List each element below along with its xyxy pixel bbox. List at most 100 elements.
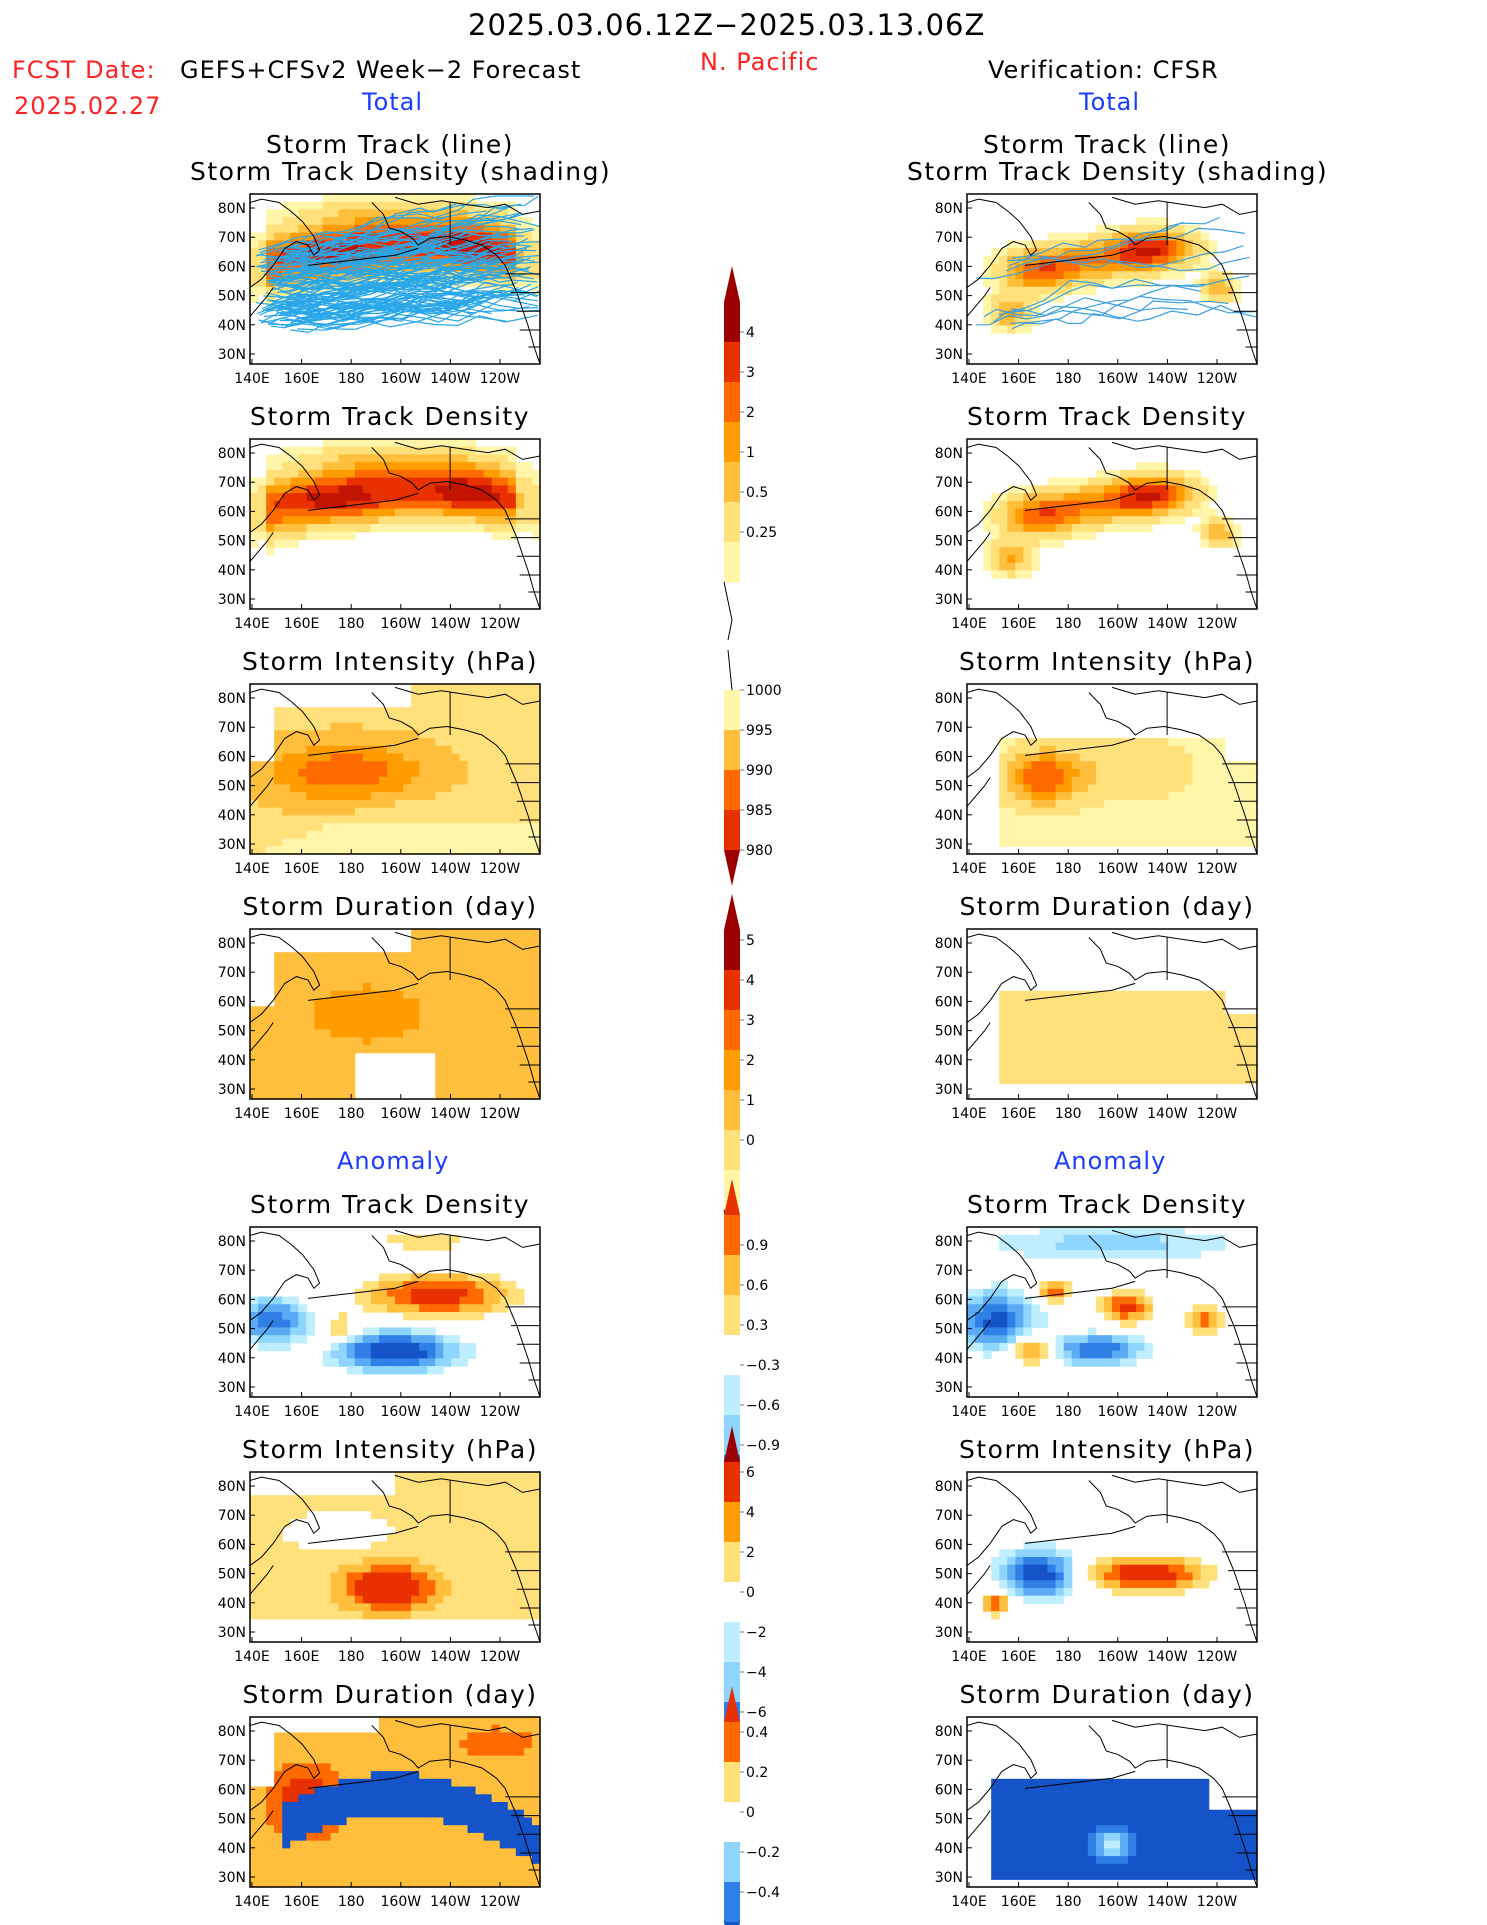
map-cell [515,1802,525,1811]
map-cell [999,286,1008,296]
map-cell [322,1083,332,1092]
map-cell [411,1611,420,1620]
map-cell [1087,753,1097,762]
map-cell [427,1755,436,1764]
map-cell [451,1526,461,1535]
map-cell [370,1029,380,1038]
map-cell [491,1755,501,1764]
map-cell [322,823,332,832]
map-cell [1095,263,1105,272]
map-cell [274,1342,283,1352]
map-cell [346,730,356,739]
storm-track-line [284,308,492,328]
map-cell [403,1342,412,1352]
map-cell [266,1029,275,1038]
map-cell [443,1611,452,1620]
map-cell [338,1778,348,1788]
map-cell [507,1068,517,1077]
map-cell [290,500,299,510]
map-cell [306,201,316,211]
map-cell [451,823,461,832]
map-cell [274,1319,283,1329]
map-cell [354,500,364,510]
map-cell [419,1840,428,1849]
map-cell [459,1832,469,1842]
map-cell [354,1021,364,1031]
map-cell [435,807,444,816]
map-cell [330,462,340,471]
map-cell [491,1304,501,1313]
map-cell [298,508,307,517]
map-cell [491,830,501,840]
map-cell [475,1603,485,1612]
map-cell [298,1319,307,1329]
map-cell [1136,508,1145,517]
map-cell [411,446,420,456]
map-cell [435,975,444,984]
map-cell [515,1510,525,1519]
map-cell [395,524,404,533]
map-cell [427,1786,436,1795]
map-cell [346,707,356,716]
map-cell [507,524,517,533]
map-cell [370,1014,380,1023]
map-cell [411,462,420,471]
lon-tick-label: 140W [430,371,471,387]
map-cell [491,1809,501,1819]
map-cell [467,1825,477,1834]
map-cell [1071,477,1081,486]
coastline [250,1721,321,1811]
map-cell [322,1006,332,1015]
map-cell [282,799,291,809]
map-cell [258,1037,267,1046]
map-cell [274,952,283,961]
map-cell [378,1564,388,1574]
map-frame [249,1226,541,1398]
map-cell [427,485,436,494]
map-cell [443,990,452,1000]
map-cell [362,1029,372,1038]
map-cell [443,838,452,847]
map-cell [411,936,420,946]
map-cell [250,255,259,265]
map-cell [1184,738,1194,747]
map-cell [306,745,316,755]
map-cell [435,1572,444,1581]
map-cell [1071,248,1081,257]
map-cell [435,1564,444,1574]
map-cell [467,1472,477,1481]
map-cell [1136,240,1145,249]
map-cell [290,1044,299,1054]
map-cell [419,983,428,992]
map-cell [515,990,525,1000]
map-cell [266,1863,275,1873]
map-cell [515,1564,525,1574]
map-cell [419,1312,428,1321]
map-cell [258,531,267,541]
map-cell [475,209,485,218]
map-cell [459,446,469,456]
map-cell [314,1572,324,1581]
map-cell [507,1786,517,1795]
map-cell [1216,761,1226,770]
map-cell [346,1740,356,1749]
left-anomaly-label: Anomaly [337,1147,450,1175]
lon-tick-label: 160W [381,1106,422,1122]
map-cell [435,1060,444,1069]
map-cell [330,714,340,724]
map-cell [250,1021,259,1031]
map-cell [435,493,444,502]
map-cell [427,516,436,525]
map-cell [274,1510,283,1519]
map-cell [531,1037,541,1046]
map-cell [1055,516,1065,525]
map-cell [314,201,324,211]
map-cell [322,524,332,533]
lat-tick-label: 70N [218,1508,246,1524]
map-cell [306,761,316,770]
map-cell [1007,286,1016,296]
map-cell [386,769,396,778]
map-cell [411,1304,420,1313]
map-cell [274,738,283,747]
map-cell [475,1304,485,1313]
